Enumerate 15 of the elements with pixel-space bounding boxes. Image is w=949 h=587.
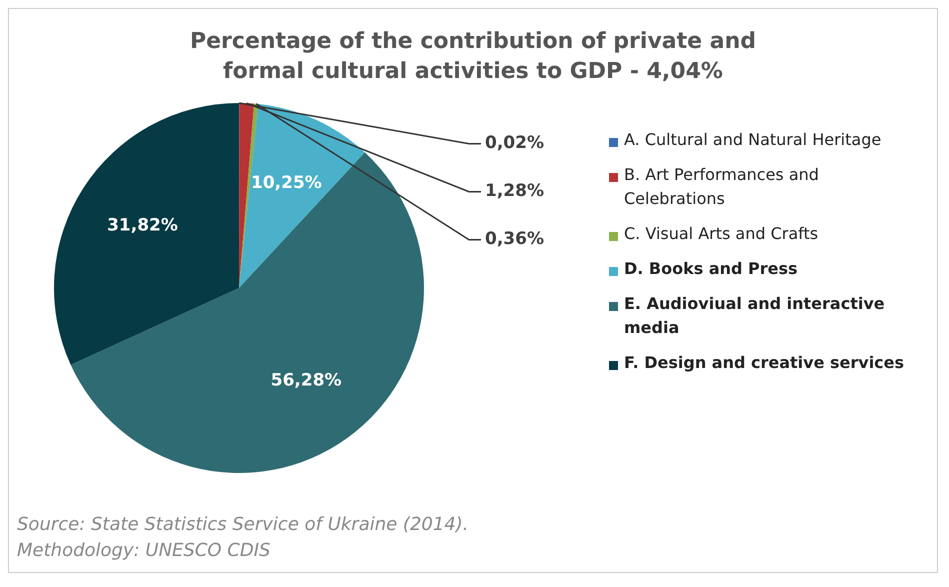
legend-label: B. Art Performances and Celebrations: [624, 164, 820, 210]
legend-label: F. Design and creative services: [624, 352, 904, 374]
data-label: 0,02%: [485, 133, 544, 154]
data-label: 56,28%: [270, 370, 342, 390]
data-label: 31,82%: [107, 215, 178, 236]
legend-label: D. Books and Press: [624, 258, 798, 280]
data-label: 1,28%: [485, 181, 544, 202]
legend-label: C. Visual Arts and Crafts: [624, 223, 818, 245]
legend-label: A. Cultural and Natural Heritage: [624, 129, 882, 151]
data-label: 10,25%: [251, 172, 322, 193]
legend-label: E. Audioviual and interactive media: [624, 293, 886, 339]
chart-title: Percentage of the contribution of private and formal cultural activities to GDP - 4,04%: [189, 28, 757, 86]
data-label: 0,36%: [485, 229, 544, 250]
source-note: Source: State Statistics Service of Ukraine (2014).: [17, 513, 469, 537]
text: Methodology: UNESCO CDIS: [17, 539, 272, 563]
